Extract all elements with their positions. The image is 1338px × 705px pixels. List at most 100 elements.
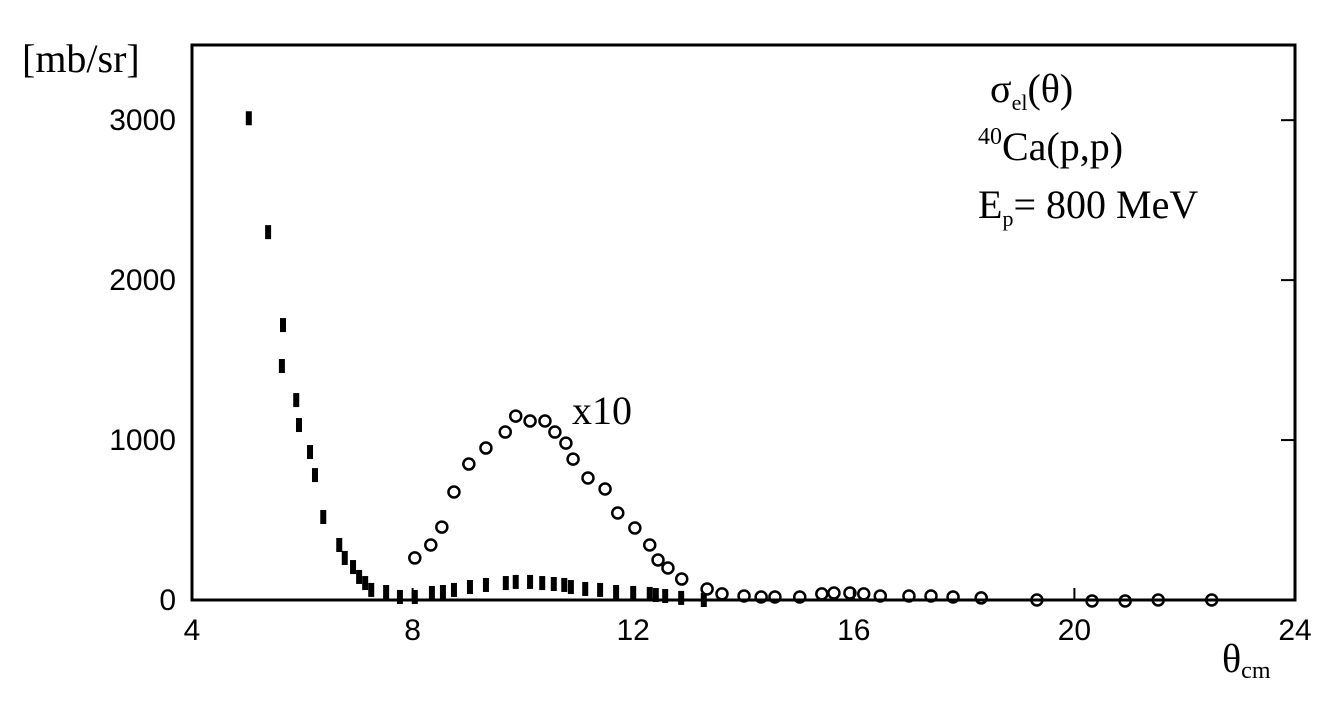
point xyxy=(548,425,562,439)
point xyxy=(561,577,568,592)
x-tick-label: 16 xyxy=(837,614,870,647)
point xyxy=(827,586,841,600)
point xyxy=(447,485,461,499)
annotation-part: σ xyxy=(990,66,1012,111)
point xyxy=(462,457,476,471)
point xyxy=(598,482,612,496)
plot-frame xyxy=(190,43,1297,602)
x-tick-label: 24 xyxy=(1278,614,1311,647)
point xyxy=(856,587,871,601)
x-tick-label: 20 xyxy=(1058,614,1091,647)
point xyxy=(902,589,916,603)
point xyxy=(341,550,348,565)
point xyxy=(597,582,604,597)
point xyxy=(245,111,252,126)
point xyxy=(582,581,589,596)
point xyxy=(265,225,272,240)
point xyxy=(646,586,653,601)
point xyxy=(512,574,519,589)
y-tick-label: 0 xyxy=(159,584,176,617)
point xyxy=(946,590,960,604)
point xyxy=(498,425,513,439)
point xyxy=(566,452,580,466)
point xyxy=(815,587,829,601)
point xyxy=(700,582,714,596)
point xyxy=(611,506,625,520)
point xyxy=(350,560,357,575)
point xyxy=(356,569,363,584)
point xyxy=(368,582,375,597)
x-label-main: θ xyxy=(1222,636,1241,681)
point xyxy=(1085,594,1099,608)
y-tick-label: 1000 xyxy=(109,424,176,457)
annotation-part: 40 xyxy=(978,124,1002,150)
annotation: 40Ca(p,p) xyxy=(978,124,1123,169)
point xyxy=(523,414,537,428)
point xyxy=(1204,593,1219,607)
point xyxy=(336,537,343,552)
point xyxy=(479,441,493,455)
point xyxy=(873,589,888,603)
point xyxy=(482,577,489,592)
point xyxy=(527,574,534,589)
point xyxy=(311,468,318,483)
point xyxy=(383,585,390,600)
point xyxy=(307,445,314,460)
point xyxy=(613,585,620,600)
point xyxy=(1030,593,1044,607)
point xyxy=(678,590,685,605)
point xyxy=(674,572,689,586)
point xyxy=(539,576,546,591)
point xyxy=(974,591,988,605)
y-tick-label: 3000 xyxy=(109,104,176,137)
point xyxy=(508,409,523,423)
annotation-part: x10 xyxy=(572,388,632,433)
point xyxy=(320,509,327,524)
point xyxy=(567,580,574,595)
point xyxy=(279,318,286,333)
point xyxy=(408,551,422,565)
point xyxy=(581,471,595,485)
point xyxy=(428,585,435,600)
point xyxy=(278,359,285,374)
annotation-part: E xyxy=(978,182,1002,227)
point xyxy=(700,593,707,607)
point xyxy=(1118,594,1132,608)
point xyxy=(768,590,782,604)
point xyxy=(293,393,300,408)
y-tick-label: 2000 xyxy=(109,264,176,297)
point xyxy=(538,414,552,428)
point xyxy=(793,590,807,604)
point xyxy=(362,576,369,591)
point xyxy=(502,576,509,591)
point xyxy=(450,582,457,597)
annotation-part: el xyxy=(1012,90,1028,115)
x-tick-label: 4 xyxy=(184,614,201,647)
point xyxy=(550,577,557,592)
annotation-part: (θ) xyxy=(1027,66,1073,111)
point xyxy=(411,589,418,604)
y-axis-label: [mb/sr] xyxy=(22,36,140,81)
point xyxy=(737,589,751,603)
point xyxy=(652,588,659,603)
point xyxy=(628,521,642,535)
point xyxy=(662,589,669,604)
annotation-part: p xyxy=(1002,206,1013,231)
point xyxy=(754,590,768,604)
point xyxy=(661,561,675,575)
point xyxy=(435,520,449,534)
point xyxy=(924,589,938,603)
point xyxy=(466,580,473,595)
annotation-part: = 800 MeV xyxy=(1013,182,1198,227)
x-tick-label: 8 xyxy=(404,614,421,647)
point xyxy=(630,585,637,600)
point xyxy=(651,553,665,567)
point xyxy=(439,585,446,600)
x-axis-label: θcm xyxy=(1222,636,1271,684)
x-label-sub: cm xyxy=(1241,658,1271,684)
point xyxy=(1151,593,1165,607)
x-tick-label: 12 xyxy=(617,614,650,647)
point xyxy=(295,418,302,433)
point xyxy=(559,436,573,450)
